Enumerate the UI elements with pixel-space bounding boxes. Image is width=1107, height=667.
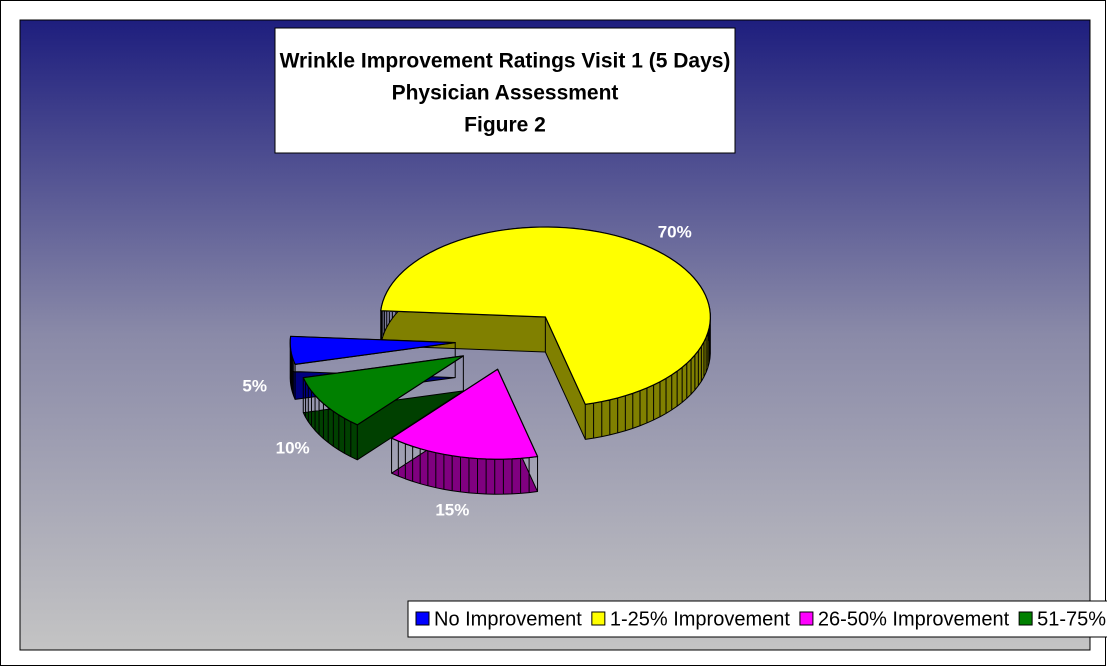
- legend-label: 51-75% Improvement: [1037, 608, 1107, 630]
- legend: [407, 600, 1107, 638]
- legend-swatch: [799, 611, 814, 626]
- slice: [390, 368, 539, 460]
- legend-label: No Improvement: [434, 608, 582, 630]
- legend-label: 26-50% Improvement: [818, 608, 1010, 630]
- data-label: 15%: [435, 501, 469, 520]
- legend-swatch: [1018, 611, 1033, 626]
- legend-swatch: [591, 611, 606, 626]
- data-label: 10%: [276, 439, 310, 458]
- legend-label: 1-25% Improvement: [610, 608, 791, 630]
- chart-title: Wrinkle Improvement Ratings Visit 1 (5 D…: [280, 50, 731, 73]
- chart-figure-label: Figure 2: [464, 114, 546, 137]
- data-label: 70%: [658, 222, 692, 241]
- slice: [289, 335, 456, 365]
- chart-subtitle: Physician Assessment: [392, 82, 619, 105]
- slice: [380, 226, 711, 405]
- legend-swatch: [415, 611, 430, 626]
- title-box: [274, 27, 736, 154]
- slice: [302, 355, 464, 426]
- data-label: 5%: [242, 377, 267, 396]
